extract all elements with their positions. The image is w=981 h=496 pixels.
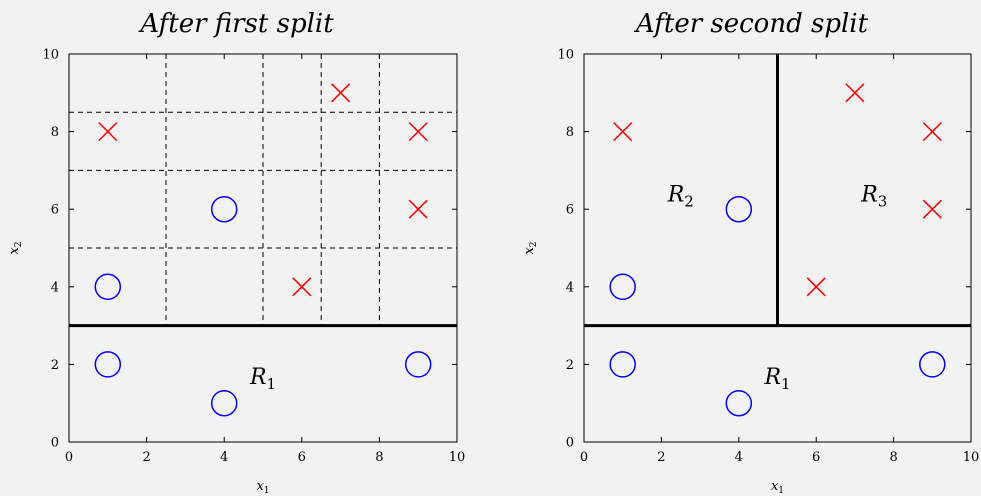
- x-tick-label: 4: [220, 450, 228, 465]
- data-point-circle: [94, 273, 122, 301]
- panel-after-first-split: After first split 0 2 4 6 8 10 0 2 4 6 8 10 x1 x2 R1: [7, 9, 465, 496]
- cross-stroke: [292, 277, 312, 297]
- cross-stroke: [922, 199, 942, 219]
- region-label: R3: [860, 182, 887, 210]
- x-tick-label: 2: [657, 450, 665, 465]
- y-tick-label: 0: [566, 436, 574, 451]
- data-point-cross: [613, 122, 633, 142]
- cross-stroke: [98, 122, 118, 142]
- x-tick-label: 4: [735, 450, 743, 465]
- data-point-circle: [210, 195, 238, 223]
- y-tick-label: 6: [566, 203, 574, 218]
- region-label: R1: [249, 365, 276, 393]
- cross-stroke: [845, 83, 865, 103]
- data-point-cross: [408, 199, 428, 219]
- panel-after-second-split: After second split 0 2 4 6 8 10 0 2 4 6 8 10 x1 x2 R1 R2…: [522, 9, 979, 496]
- data-point-circle: [94, 351, 122, 378]
- y-tick-label: 0: [51, 436, 59, 451]
- cross-stroke: [922, 122, 942, 142]
- x-axis-label: x1: [771, 479, 784, 496]
- x-axis-label: x1: [256, 479, 269, 496]
- data-point-circle: [725, 389, 753, 417]
- x-tick-label: 2: [142, 450, 150, 465]
- plot-frame: [68, 53, 458, 443]
- x-tick-label: 0: [65, 450, 73, 465]
- y-tick-label: 2: [566, 358, 574, 373]
- data-point-circle: [725, 195, 753, 223]
- x-tick-label: 6: [812, 450, 820, 465]
- y-axis-label: x2: [7, 241, 24, 254]
- y-tick-label: 4: [566, 280, 574, 295]
- y-tick-label: 8: [566, 125, 574, 140]
- data-point-cross: [331, 83, 351, 103]
- data-point-cross: [292, 277, 312, 297]
- data-point-circle: [404, 351, 432, 378]
- data-point-circle: [609, 273, 636, 301]
- chart-title: After first split: [138, 9, 334, 39]
- data-point-cross: [408, 122, 428, 142]
- data-point-circle: [210, 389, 238, 417]
- cross-stroke: [331, 83, 351, 103]
- data-point-circle: [919, 351, 946, 378]
- y-tick-label: 2: [51, 358, 59, 373]
- y-axis-label: x2: [522, 241, 539, 254]
- y-tick-label: 10: [42, 48, 59, 63]
- data-point-circle: [609, 351, 636, 378]
- region-label: R1: [763, 365, 790, 393]
- x-tick-label: 10: [963, 450, 980, 465]
- data-point-cross: [806, 277, 826, 297]
- cross-stroke: [408, 199, 428, 219]
- y-tick-label: 6: [51, 203, 59, 218]
- y-tick-label: 10: [557, 48, 574, 63]
- data-point-cross: [922, 199, 942, 219]
- cross-stroke: [806, 277, 826, 297]
- x-tick-label: 0: [580, 450, 588, 465]
- cross-stroke: [613, 122, 633, 142]
- cross-stroke: [408, 122, 428, 142]
- region-label: R2: [667, 182, 694, 210]
- x-tick-label: 10: [449, 450, 466, 465]
- data-point-cross: [922, 122, 942, 142]
- data-point-cross: [98, 122, 118, 142]
- x-tick-label: 6: [298, 450, 306, 465]
- chart-title: After second split: [634, 9, 869, 39]
- data-point-cross: [845, 83, 865, 103]
- y-tick-label: 4: [51, 280, 59, 295]
- y-tick-label: 8: [51, 125, 59, 140]
- x-tick-label: 8: [375, 450, 383, 465]
- x-tick-label: 8: [889, 450, 897, 465]
